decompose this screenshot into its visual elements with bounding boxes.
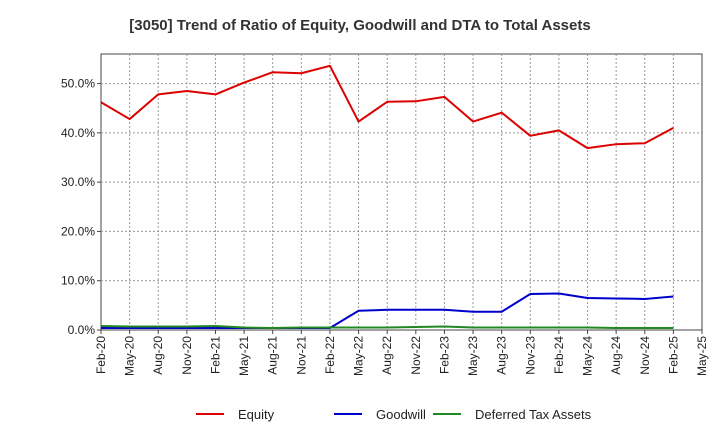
grid-lines: [101, 54, 702, 330]
y-tick-label: 20.0%: [61, 224, 95, 238]
x-tick-label: Aug-22: [380, 336, 394, 375]
series-line-goodwill: [101, 292, 674, 330]
x-tick-label: Aug-20: [151, 336, 165, 375]
x-tick-label: Feb-20: [94, 336, 108, 374]
legend-label: Deferred Tax Assets: [475, 407, 592, 422]
series-lines: [100, 64, 674, 330]
series-line-equity: [100, 64, 674, 150]
y-tick-label: 40.0%: [61, 126, 95, 140]
plot-area: [100, 53, 703, 331]
chart-title: [3050] Trend of Ratio of Equity, Goodwil…: [129, 17, 590, 34]
y-tick-label: 50.0%: [61, 77, 95, 91]
x-tick-label: Nov-23: [523, 336, 537, 375]
x-tick-label: May-25: [695, 336, 709, 376]
x-tick-label: May-20: [123, 336, 137, 376]
x-tick-label: Nov-22: [409, 336, 423, 375]
x-tick-label: May-22: [352, 336, 366, 376]
x-tick-label: Feb-22: [323, 336, 337, 374]
x-tick-label: Feb-21: [208, 336, 222, 374]
x-tick-label: Nov-24: [638, 336, 652, 375]
x-tick-label: Feb-23: [437, 336, 451, 374]
x-tick-label: May-24: [581, 336, 595, 376]
x-axis: Feb-20 May-20 Aug-20 Nov-20 Feb-21 May-21 Aug-…: [94, 330, 709, 376]
x-tick-label: May-23: [466, 336, 480, 376]
y-tick-label: 0.0%: [68, 323, 96, 337]
y-tick-label: 30.0%: [61, 175, 95, 189]
y-axis: 0.0% 10.0% 20.0% 30.0% 40.0% 50.0%: [61, 77, 101, 337]
x-tick-label: May-21: [237, 336, 251, 376]
y-tick-label: 10.0%: [61, 274, 95, 288]
x-tick-label: Feb-24: [552, 336, 566, 374]
legend: Equity Goodwill Deferred Tax Assets: [196, 407, 592, 422]
x-tick-label: Aug-21: [266, 336, 280, 375]
x-tick-label: Nov-20: [180, 336, 194, 375]
x-tick-label: Aug-24: [609, 336, 623, 375]
legend-label: Equity: [238, 407, 275, 422]
series-line-deferred-tax-assets: [100, 325, 674, 330]
x-tick-label: Nov-21: [294, 336, 308, 375]
x-tick-label: Feb-25: [666, 336, 680, 374]
legend-label: Goodwill: [376, 407, 426, 422]
x-tick-label: Aug-23: [495, 336, 509, 375]
